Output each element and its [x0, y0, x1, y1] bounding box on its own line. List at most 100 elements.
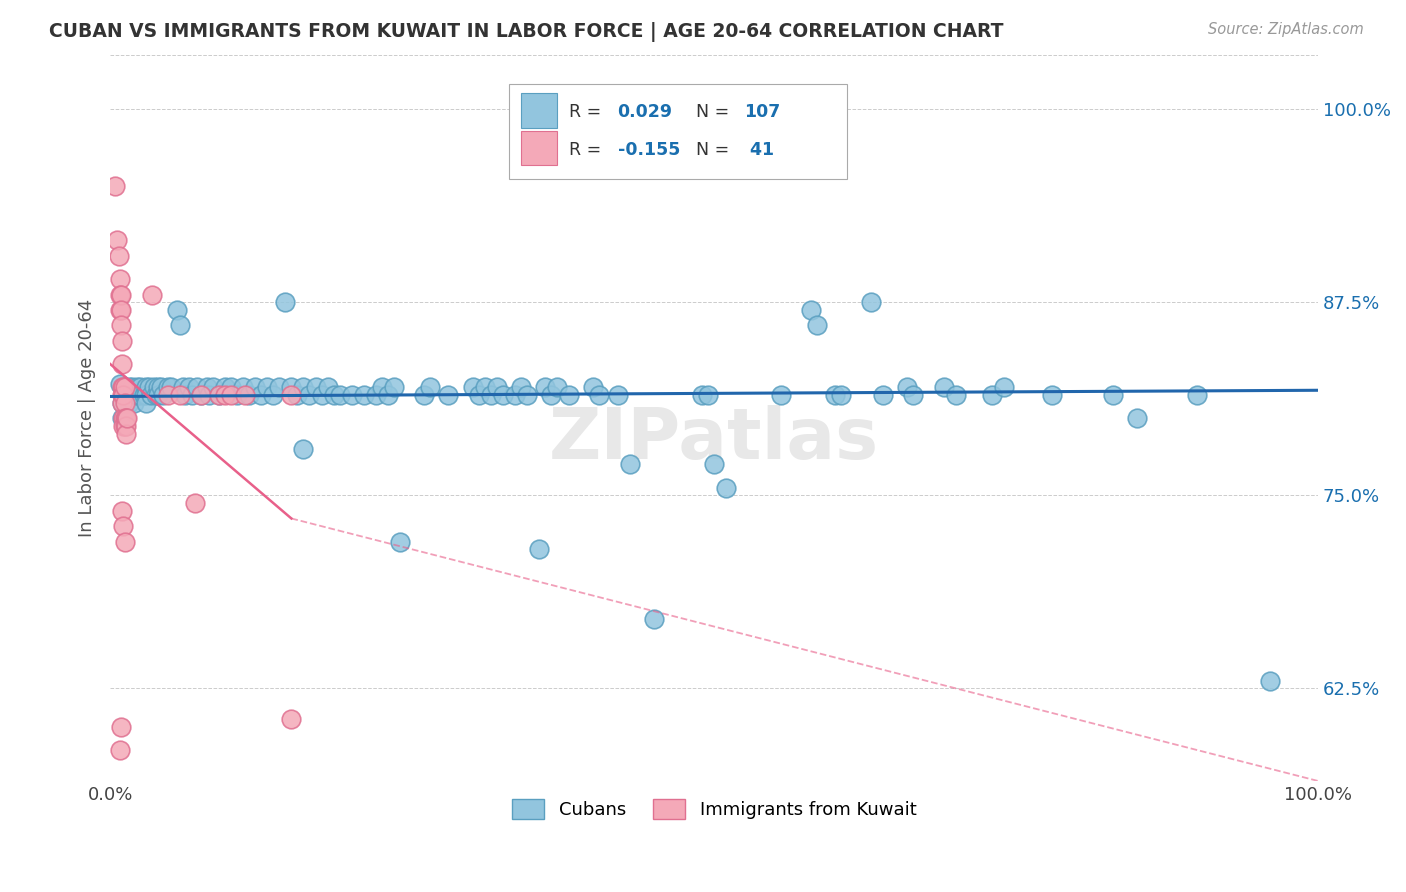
Point	[769, 388, 792, 402]
Text: 107: 107	[744, 103, 780, 120]
Point	[135, 380, 157, 394]
Point	[114, 380, 136, 394]
Point	[183, 496, 205, 510]
Point	[292, 380, 315, 394]
Point	[582, 380, 605, 394]
Point	[111, 357, 134, 371]
Point	[329, 388, 352, 402]
Point	[114, 395, 136, 409]
Point	[304, 380, 326, 394]
Point	[108, 302, 131, 317]
Text: 0.029: 0.029	[617, 103, 672, 120]
Point	[981, 388, 1004, 402]
Point	[148, 380, 170, 394]
Point	[208, 388, 231, 402]
Point	[169, 388, 191, 402]
Point	[377, 388, 399, 402]
Point	[872, 388, 894, 402]
Point	[132, 388, 155, 402]
Point	[135, 388, 157, 402]
Point	[141, 287, 163, 301]
Point	[157, 388, 180, 402]
Point	[110, 302, 132, 317]
Point	[159, 380, 181, 394]
Point	[111, 380, 134, 394]
Point	[932, 380, 955, 394]
Point	[322, 388, 344, 402]
Point	[138, 380, 160, 394]
Point	[152, 388, 174, 402]
Point	[467, 388, 489, 402]
Point	[238, 388, 260, 402]
Point	[527, 542, 550, 557]
Point	[142, 380, 165, 394]
Point	[125, 380, 148, 394]
Point	[485, 380, 508, 394]
Point	[169, 318, 191, 333]
Point	[149, 380, 172, 394]
Text: R =: R =	[569, 141, 607, 159]
Point	[316, 380, 339, 394]
Point	[219, 380, 242, 394]
Point	[190, 388, 212, 402]
Point	[104, 179, 127, 194]
Point	[232, 380, 254, 394]
Point	[1187, 388, 1209, 402]
Point	[619, 458, 641, 472]
Point	[280, 380, 302, 394]
Point	[262, 388, 284, 402]
Point	[172, 380, 194, 394]
Point	[690, 388, 713, 402]
Point	[697, 388, 720, 402]
Point	[198, 388, 221, 402]
Point	[107, 234, 129, 248]
Point	[114, 418, 136, 433]
Point	[115, 426, 138, 441]
Text: -0.155: -0.155	[617, 141, 681, 159]
Point	[243, 380, 266, 394]
FancyBboxPatch shape	[509, 84, 846, 178]
Point	[219, 388, 242, 402]
Point	[806, 318, 828, 333]
Point	[118, 395, 141, 409]
Point	[993, 380, 1015, 394]
Point	[298, 388, 321, 402]
Point	[461, 380, 484, 394]
Point	[280, 712, 302, 726]
Point	[112, 418, 135, 433]
Point	[124, 388, 146, 402]
Point	[135, 395, 157, 409]
Point	[311, 388, 333, 402]
Y-axis label: In Labor Force | Age 20-64: In Labor Force | Age 20-64	[79, 299, 96, 537]
Point	[110, 287, 132, 301]
Point	[945, 388, 967, 402]
Point	[208, 388, 231, 402]
Point	[111, 411, 134, 425]
Point	[141, 388, 163, 402]
Point	[588, 388, 610, 402]
Point	[114, 380, 136, 394]
Point	[214, 388, 236, 402]
Point	[280, 388, 302, 402]
Point	[474, 380, 496, 394]
Point	[860, 295, 883, 310]
Point	[115, 388, 138, 402]
Point	[118, 380, 141, 394]
Point	[340, 388, 363, 402]
Point	[896, 380, 918, 394]
Point	[110, 720, 132, 734]
Text: CUBAN VS IMMIGRANTS FROM KUWAIT IN LABOR FORCE | AGE 20-64 CORRELATION CHART: CUBAN VS IMMIGRANTS FROM KUWAIT IN LABOR…	[49, 22, 1004, 42]
Point	[540, 388, 562, 402]
Point	[1258, 673, 1281, 688]
Point	[107, 249, 129, 263]
Point	[1126, 411, 1149, 425]
Point	[181, 388, 204, 402]
Point	[269, 380, 291, 394]
Point	[292, 442, 315, 456]
Point	[111, 395, 134, 409]
Point	[1101, 388, 1123, 402]
Point	[437, 388, 460, 402]
Text: N =: N =	[696, 103, 735, 120]
Point	[830, 388, 852, 402]
Text: R =: R =	[569, 103, 607, 120]
